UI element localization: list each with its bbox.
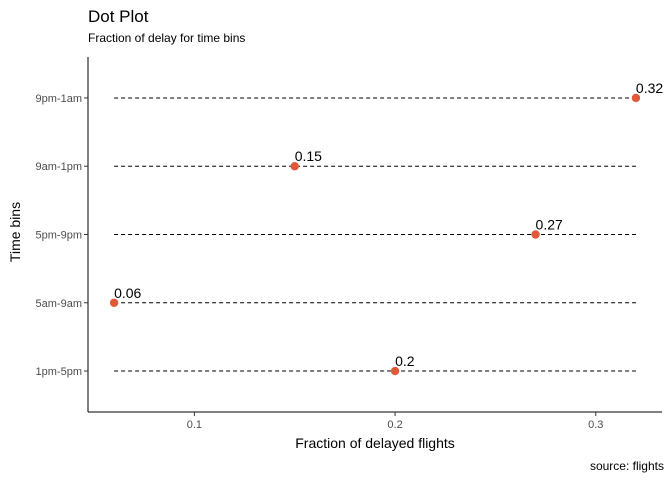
x-tick-label: 0.2	[387, 419, 402, 431]
y-tick-label: 1pm-5pm	[36, 366, 82, 378]
data-point	[631, 93, 641, 103]
data-point	[109, 298, 119, 307]
data-point	[390, 366, 400, 376]
data-label: 0.2	[395, 353, 415, 369]
chart-subtitle: Fraction of delay for time bins	[88, 31, 245, 45]
x-tick-label: 0.1	[187, 419, 202, 431]
y-tick-label: 5am-9am	[36, 298, 82, 310]
x-axis-title: Fraction of delayed flights	[295, 435, 455, 451]
y-axis-title: Time bins	[7, 202, 23, 262]
y-tick-label: 9am-1pm	[36, 161, 82, 173]
y-tick-label: 5pm-9pm	[36, 230, 82, 242]
data-label: 0.27	[536, 217, 563, 233]
plot-area: 0.1 0.2 0.3 1pm-5pm 5am-9am 5pm-9pm 9am-1pm 9pm…	[36, 57, 663, 431]
data-label: 0.06	[114, 285, 141, 301]
data-point	[290, 162, 299, 171]
data-point	[531, 230, 540, 239]
y-tick-label: 9pm-1am	[36, 93, 82, 105]
chart-title: Dot Plot	[88, 7, 149, 26]
x-tick-label: 0.3	[588, 419, 603, 431]
chart-caption: source: flights	[590, 459, 664, 473]
data-label: 0.15	[295, 148, 322, 164]
data-label: 0.32	[636, 80, 663, 96]
